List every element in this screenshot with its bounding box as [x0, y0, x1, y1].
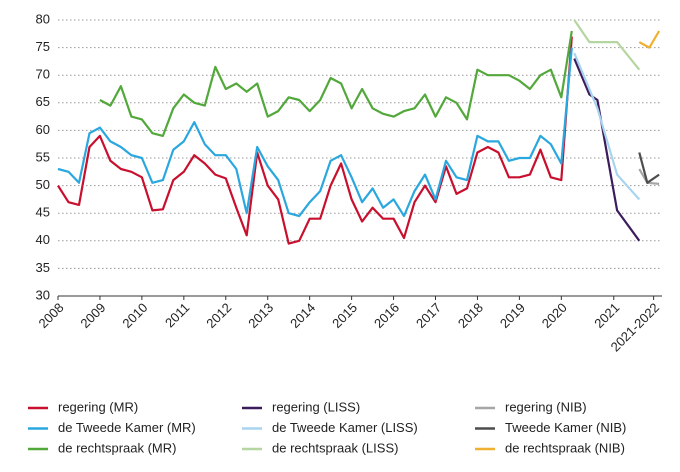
x-tick-label: 2014	[287, 300, 318, 331]
legend-label: regering (LISS)	[272, 399, 360, 414]
x-tick-label: 2011	[162, 300, 192, 330]
x-tick-label: 2009	[77, 300, 108, 331]
x-tick-label: 2016	[371, 300, 402, 331]
y-tick-label: 30	[36, 287, 50, 302]
y-tick-label: 80	[36, 11, 50, 26]
y-tick-label: 60	[36, 122, 50, 137]
x-tick-label: 2013	[245, 300, 276, 331]
y-tick-label: 75	[36, 39, 50, 54]
x-tick-label: 2019	[497, 300, 528, 331]
legend-label: de rechtspraak (MR)	[58, 440, 176, 455]
legend-label: Tweede Kamer (NIB)	[505, 420, 626, 435]
series-line	[57, 36, 573, 245]
x-tick-label: 2018	[455, 300, 486, 331]
y-tick-label: 50	[36, 177, 50, 192]
series-line	[99, 30, 573, 137]
series-line	[573, 52, 641, 201]
series-line	[573, 19, 641, 71]
series-line	[573, 58, 641, 242]
y-tick-label: 40	[36, 232, 50, 247]
y-tick-label: 45	[36, 205, 50, 220]
series-line	[638, 152, 660, 184]
x-tick-label: 2010	[119, 300, 150, 331]
legend-label: regering (NIB)	[505, 399, 587, 414]
legend-label: regering (MR)	[58, 399, 138, 414]
y-tick-label: 55	[36, 149, 50, 164]
series-line	[638, 30, 661, 49]
y-tick-label: 65	[36, 94, 50, 109]
y-tick-label: 70	[36, 67, 50, 82]
legend-label: de Tweede Kamer (MR)	[58, 420, 196, 435]
x-tick-label: 2015	[329, 300, 360, 331]
legend-label: de rechtspraak (NIB)	[505, 440, 625, 455]
x-tick-label: 2012	[203, 300, 234, 331]
x-tick-label: 2021	[591, 300, 622, 331]
series-line	[57, 47, 573, 218]
x-tick-label: 2008	[35, 300, 66, 331]
legend-label: de Tweede Kamer (LISS)	[272, 420, 418, 435]
y-tick-label: 35	[36, 260, 50, 275]
legend-label: de rechtspraak (LISS)	[272, 440, 398, 455]
x-tick-label: 2017	[413, 300, 444, 331]
x-tick-label: 2020	[539, 300, 570, 331]
